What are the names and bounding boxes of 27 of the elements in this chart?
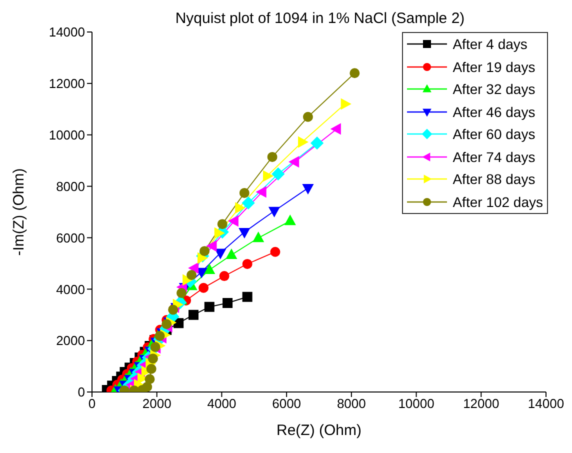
chart-title: Nyquist plot of 1094 in 1% NaCl (Sample 2): [174, 10, 466, 27]
y-tick-label: 2000: [56, 333, 85, 348]
y-tick-label: 8000: [56, 178, 85, 194]
x-tick-label: 8000: [336, 396, 366, 412]
y-tick-label: 10000: [48, 127, 85, 142]
legend-label: After 32 days: [452, 81, 536, 98]
x-tick-label: 4000: [207, 396, 236, 412]
x-tick-label: 0: [88, 396, 96, 412]
x-axis-title: Re(Z) (Ohm): [276, 422, 362, 439]
legend-label: After 46 days: [452, 104, 536, 120]
y-tick-label: 4000: [56, 282, 85, 297]
x-tick-label: 6000: [272, 396, 302, 412]
x-tick-label: 14000: [528, 396, 564, 412]
y-tick-label: 12000: [48, 76, 85, 92]
y-axis-title: -Im(Z) (Ohm): [10, 168, 28, 256]
legend-label: After 60 days: [452, 126, 536, 142]
legend-label: After 4 days: [452, 36, 528, 52]
legend-label: After 102 days: [452, 194, 543, 210]
legend-label: After 74 days: [452, 148, 536, 165]
legend-label: After 88 days: [452, 171, 536, 188]
x-tick-label: 2000: [142, 396, 172, 412]
y-tick-label: 6000: [56, 230, 85, 246]
y-tick-label: 14000: [48, 24, 85, 40]
x-tick-label: 12000: [463, 396, 500, 412]
legend-label: After 19 days: [452, 58, 536, 75]
x-tick-label: 10000: [398, 396, 434, 412]
y-tick-label: 0: [78, 384, 85, 400]
